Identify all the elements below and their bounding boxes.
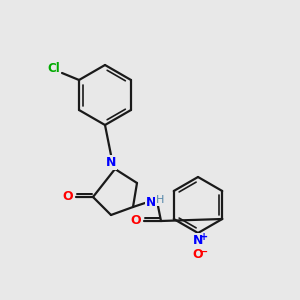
Text: O: O — [193, 248, 203, 262]
Text: +: + — [200, 232, 208, 242]
Text: N: N — [106, 155, 116, 169]
Text: H: H — [156, 195, 164, 205]
Text: Cl: Cl — [48, 61, 60, 74]
Text: −: − — [199, 247, 209, 257]
Text: O: O — [63, 190, 73, 203]
Text: O: O — [131, 214, 141, 227]
Text: N: N — [193, 233, 203, 247]
Text: N: N — [146, 196, 156, 208]
